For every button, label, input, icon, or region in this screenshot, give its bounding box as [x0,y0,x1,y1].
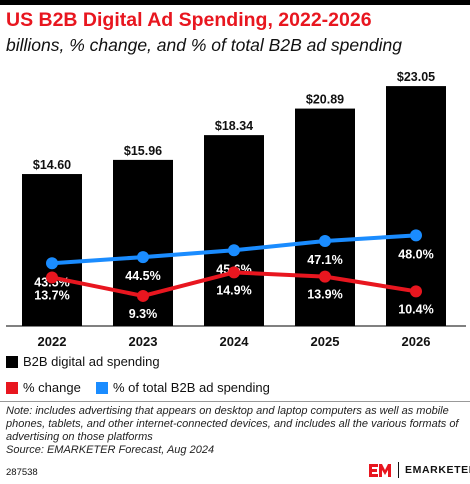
legend-swatch-change [6,381,18,394]
legend-item-change: % change [6,380,81,395]
divider [0,401,470,402]
change-value-label: 13.7% [34,288,69,302]
brand-logo: EMARKETER [368,462,470,478]
chart-title: US B2B Digital Ad Spending, 2022-2026 [6,9,372,31]
share-value-label: 47.1% [307,253,342,267]
chart-subtitle: billions, % change, and % of total B2B a… [6,35,402,55]
bar-value-label: $20.89 [306,93,344,107]
x-tick-label: 2022 [38,334,67,349]
change-point [46,271,58,284]
change-point [319,270,331,283]
legend-item-spending: B2B digital ad spending [6,354,160,369]
x-tick-label: 2023 [129,334,158,349]
share-point [319,234,331,247]
change-point [228,266,240,279]
x-tick-label: 2024 [220,334,250,349]
legend-swatch-share [96,381,108,394]
share-point [410,229,422,242]
bar [204,135,264,326]
chart-note: Note: includes advertising that appears … [6,405,466,457]
legend-label-spending: B2B digital ad spending [23,354,160,369]
bar [22,174,82,326]
brand-separator [398,462,399,478]
legend-label-share: % of total B2B ad spending [113,380,270,395]
em-logo-icon [369,464,391,477]
bar-value-label: $18.34 [215,119,253,133]
bar [295,108,355,326]
note-text: Note: includes advertising that appears … [6,405,459,443]
legend-swatch-spending [6,355,18,368]
change-point [410,285,422,298]
brand-name: EMARKETER [405,464,470,476]
change-point [137,289,149,302]
share-value-label: 48.0% [398,247,433,261]
share-point [46,257,58,270]
chart-plot: $14.60 $15.96 $18.34 $20.89 $23.05 2022 2023 20… [6,70,466,349]
change-value-label: 10.4% [398,302,433,316]
legend-item-share: % of total B2B ad spending [96,380,270,395]
bar-value-label: $15.96 [124,144,162,158]
chart-id: 287538 [6,467,38,478]
legend-label-change: % change [23,380,81,395]
bar-value-label: $14.60 [33,158,71,172]
share-point [228,244,240,257]
source-text: Source: EMARKETER Forecast, Aug 2024 [6,444,215,456]
top-rule [0,0,470,5]
bar-value-label: $23.05 [397,70,435,84]
x-tick-label: 2025 [311,334,340,349]
change-value-label: 13.9% [307,288,342,302]
share-value-label: 44.5% [125,269,160,283]
change-value-label: 14.9% [216,283,251,297]
change-value-label: 9.3% [129,307,158,321]
x-tick-label: 2026 [402,334,431,349]
share-point [137,251,149,264]
